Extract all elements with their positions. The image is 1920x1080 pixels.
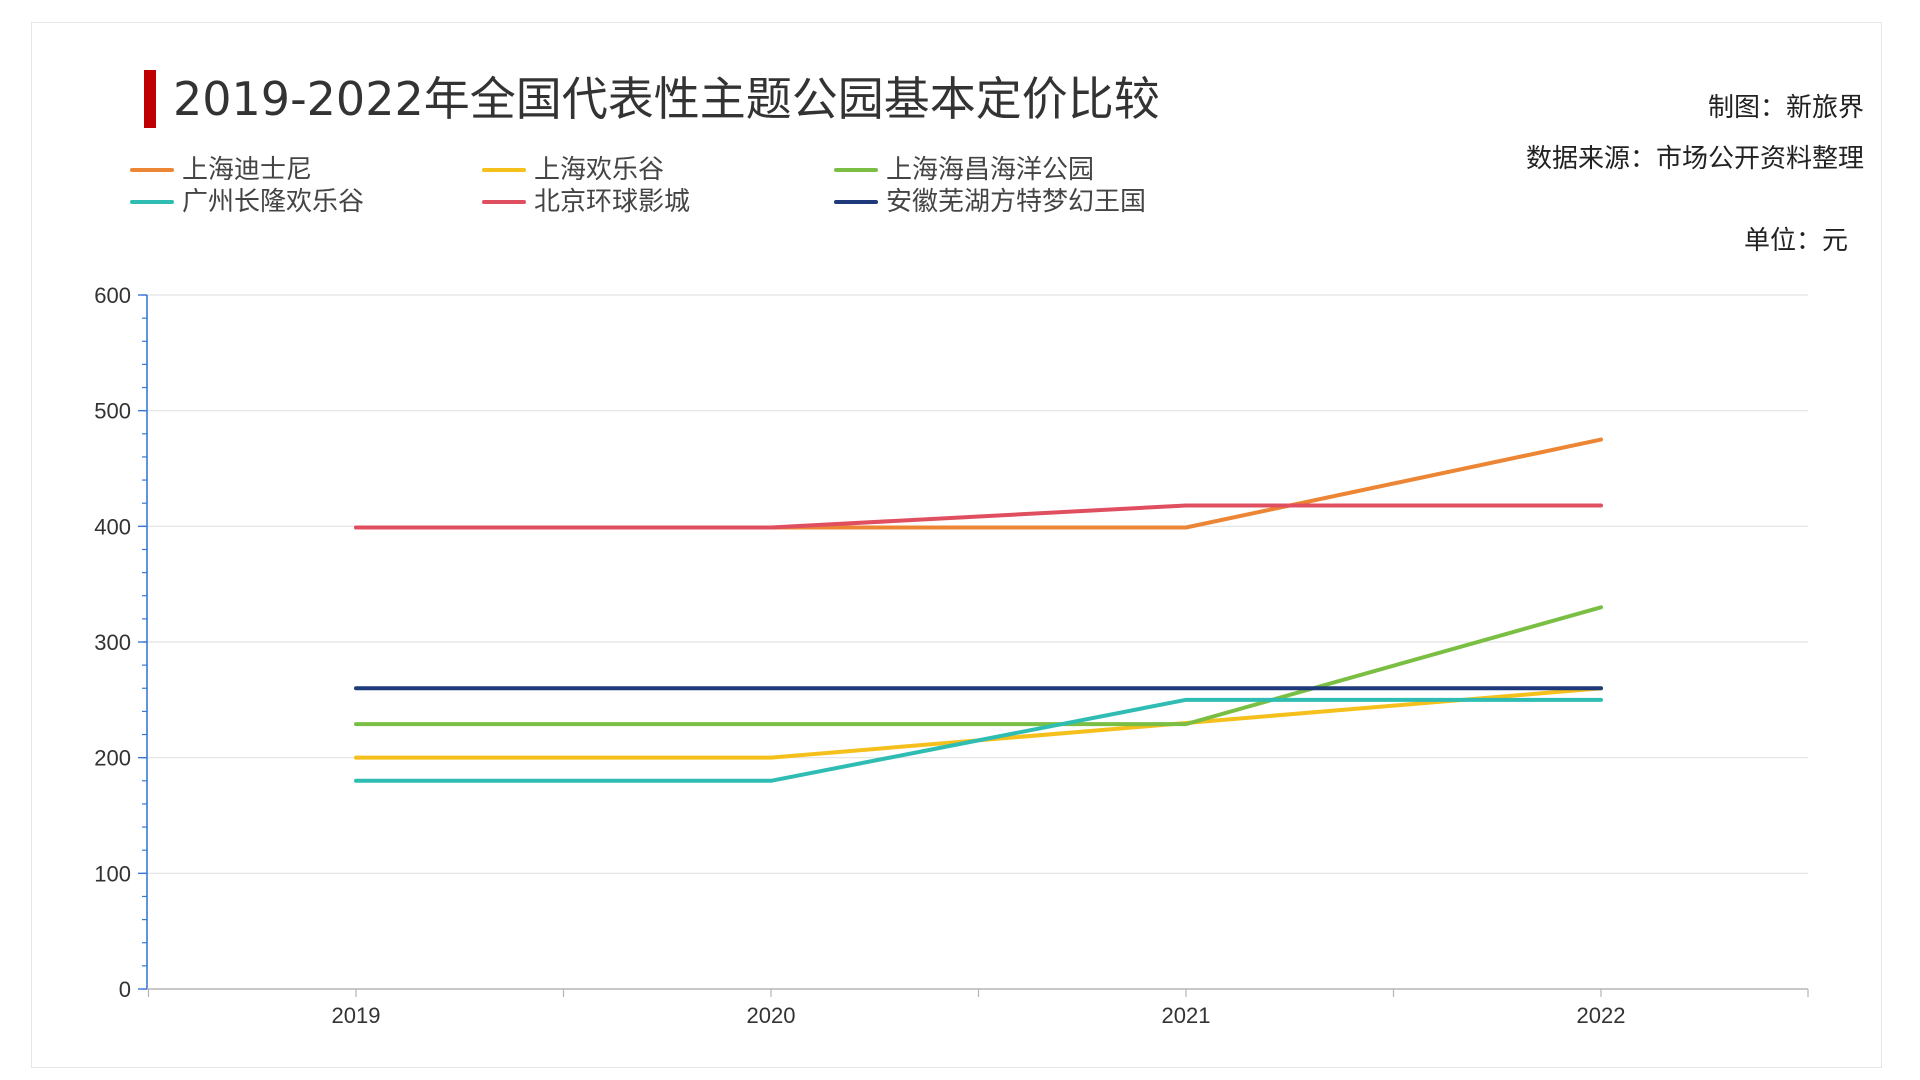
chart-credit: 制图：新旅界: [1707, 93, 1864, 123]
y-tick-label: 300: [94, 630, 131, 655]
legend-swatch: [834, 200, 878, 204]
legend-label: 上海海昌海洋公园: [886, 155, 1095, 185]
y-tick-label: 100: [94, 861, 131, 886]
legend-swatch: [130, 168, 174, 172]
series-line-4: [354, 503, 1603, 530]
y-tick-label: 500: [94, 399, 131, 424]
x-tick-label: 2019: [332, 1003, 381, 1028]
legend-label: 广州长隆欢乐谷: [182, 187, 365, 217]
legend-swatch: [834, 168, 878, 172]
data-source: 数据来源：市场公开资料整理: [1525, 144, 1864, 174]
y-tick-label: 400: [94, 514, 131, 539]
legend-label: 上海迪士尼: [182, 155, 313, 185]
legend-swatch: [130, 200, 174, 204]
y-tick-label: 0: [119, 977, 131, 1002]
x-tick-label: 2022: [1577, 1003, 1626, 1028]
chart-card: [31, 22, 1882, 1068]
y-tick-label: 600: [94, 283, 131, 308]
x-tick-label: 2020: [747, 1003, 796, 1028]
legend-label: 北京环球影城: [534, 187, 691, 217]
series-line-0: [354, 437, 1603, 530]
legend-label: 上海欢乐谷: [534, 155, 665, 185]
series-line-3: [354, 697, 1603, 783]
chart-title: 2019-2022年全国代表性主题公园基本定价比较: [173, 72, 1160, 126]
y-tick-label: 200: [94, 746, 131, 771]
legend-label: 安徽芜湖方特梦幻王国: [886, 187, 1147, 217]
legend-swatch: [482, 168, 526, 172]
title-accent-bar: [144, 70, 156, 128]
series-line-2: [354, 605, 1603, 727]
x-tick-label: 2021: [1162, 1003, 1211, 1028]
legend-swatch: [482, 200, 526, 204]
unit-label: 单位：元: [1743, 226, 1848, 256]
